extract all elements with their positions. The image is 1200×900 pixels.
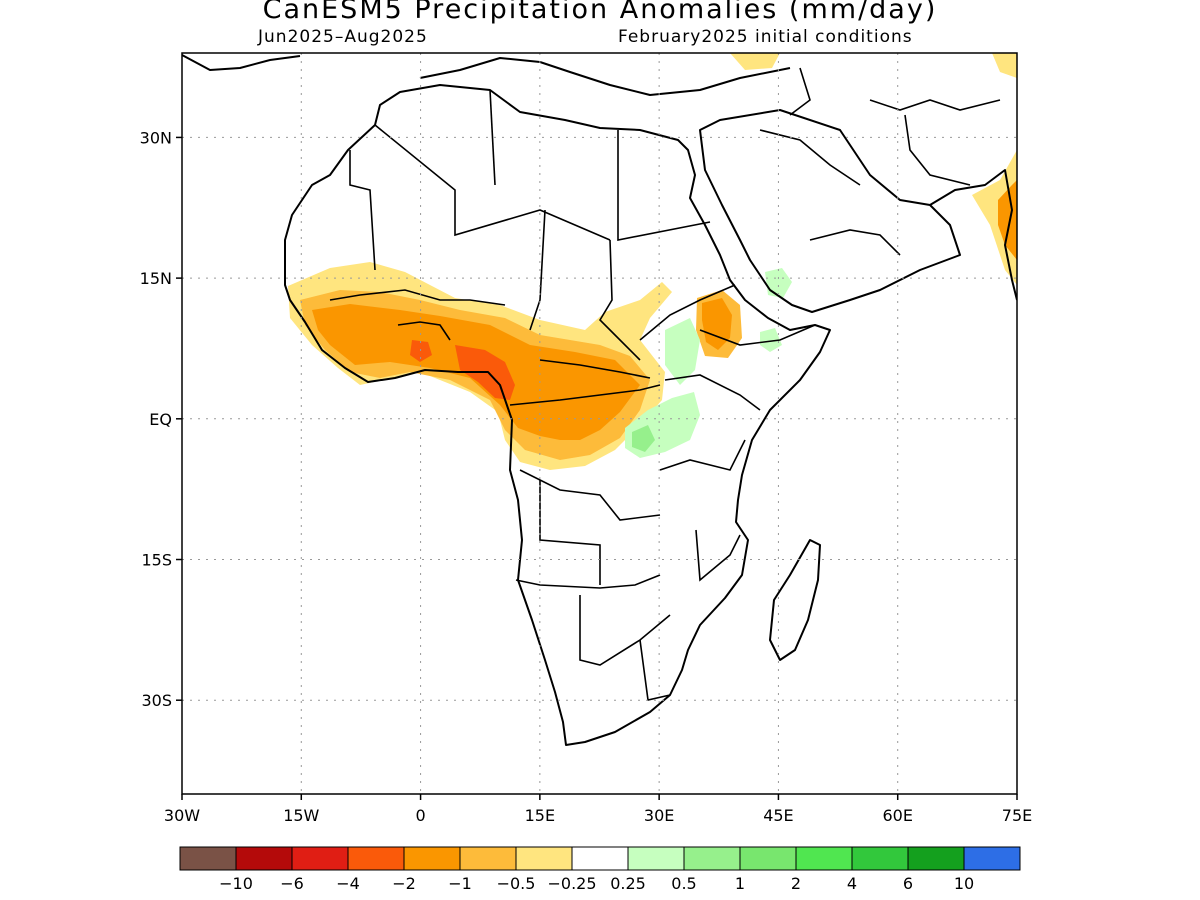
country-borders	[329, 67, 1001, 701]
lat-lon-gridlines	[181, 53, 1018, 794]
y-tick-label: 30S	[141, 691, 172, 710]
colorbar-swatch	[403, 846, 461, 871]
border-segment	[639, 284, 736, 341]
border-segment	[529, 209, 546, 331]
y-tick-label: 15S	[141, 551, 172, 570]
map-title: CanESM5 Precipitation Anomalies (mm/day)	[262, 0, 938, 25]
y-tick-label: 30N	[140, 128, 172, 147]
colorbar-swatch	[179, 846, 237, 871]
anomaly-shading	[288, 53, 1017, 470]
border-segment	[489, 89, 496, 186]
colorbar-swatch	[963, 846, 1021, 871]
colorbar-label: 1	[735, 874, 745, 893]
border-segment	[519, 469, 661, 521]
border-segment	[509, 384, 661, 406]
y-tick-label: 15N	[140, 269, 172, 288]
border-segment	[539, 359, 651, 379]
border-segment	[349, 150, 376, 271]
iberia-coastline	[182, 54, 301, 71]
colorbar-label: 0.5	[671, 874, 696, 893]
border-segment	[515, 574, 661, 589]
colorbar-label: −2	[392, 874, 416, 893]
border-segment	[809, 229, 901, 256]
colorbar-label: 10	[954, 874, 974, 893]
anomaly-sudan-wet	[665, 318, 700, 385]
longitude-axis: 30W 15W 0 15E 30E 45E 60E 75E	[164, 794, 1032, 825]
map-frame	[181, 52, 1018, 795]
colorbar-swatch	[795, 846, 853, 871]
colorbar-swatch	[235, 846, 293, 871]
anomaly-lakes-wet-core	[632, 425, 655, 452]
colorbar-swatch	[907, 846, 965, 871]
x-tick-label: 30W	[164, 806, 200, 825]
anomaly-india-strong	[998, 180, 1017, 260]
border-segment	[598, 239, 641, 361]
border-segment	[617, 130, 711, 241]
x-tick-label: 15W	[283, 806, 319, 825]
colorbar-label: −4	[336, 874, 360, 893]
colorbar-label: −0.5	[497, 874, 536, 893]
border-segment	[695, 529, 741, 582]
colorbar-label: 0.25	[610, 874, 646, 893]
colorbar-label: 4	[847, 874, 857, 893]
initial-conditions: February2025 initial conditions	[618, 27, 913, 47]
border-segment	[374, 124, 611, 241]
border-segment	[397, 321, 451, 341]
forecast-period: Jun2025–Aug2025	[258, 27, 428, 47]
x-tick-label: 45E	[763, 806, 793, 825]
border-segment	[329, 289, 506, 306]
mediterranean-north-coast	[419, 57, 791, 96]
colorbar-label: −1	[448, 874, 472, 893]
border-segment	[579, 595, 671, 666]
x-tick-label: 15E	[525, 806, 555, 825]
colorbar-swatch	[347, 846, 405, 871]
colorbar-swatch	[851, 846, 909, 871]
colorbar-swatch	[739, 846, 797, 871]
arabia-coastline	[699, 109, 961, 313]
africa-coastline	[284, 84, 831, 746]
border-segment	[664, 374, 761, 411]
border-segment	[699, 324, 816, 346]
colorbar-swatch	[571, 846, 629, 871]
x-tick-label: 60E	[882, 806, 912, 825]
colorbar: −10 −6 −4 −2 −1 −0.5 −0.25 0.25 0.5 1 2 4 6 10	[179, 846, 1021, 893]
colorbar-label: 6	[903, 874, 913, 893]
border-segment	[759, 129, 861, 186]
anomaly-ghana-core	[410, 340, 432, 362]
colorbar-label: 2	[791, 874, 801, 893]
colorbar-label: −10	[219, 874, 253, 893]
border-segment	[904, 114, 971, 186]
asia-coastline	[929, 169, 1017, 301]
madagascar-coastline	[769, 539, 821, 661]
colorbar-label: −0.25	[547, 874, 596, 893]
border-segment	[789, 67, 811, 116]
x-tick-label: 0	[415, 806, 425, 825]
x-tick-label: 75E	[1002, 806, 1032, 825]
colorbar-swatch	[627, 846, 685, 871]
colorbar-swatch	[515, 846, 573, 871]
colorbar-swatch	[459, 846, 517, 871]
border-segment	[659, 439, 746, 471]
border-segment	[869, 99, 1001, 111]
anomaly-arabia-north	[730, 53, 780, 70]
anomaly-ethiopia-strong	[702, 298, 732, 350]
y-tick-label: EQ	[149, 410, 172, 429]
border-segment	[639, 639, 671, 701]
colorbar-swatch	[291, 846, 349, 871]
colorbar-swatch	[683, 846, 741, 871]
border-segment	[539, 480, 601, 585]
x-tick-label: 30E	[644, 806, 674, 825]
anomaly-northeast-corner	[992, 53, 1017, 78]
latitude-axis: 30N 15N EQ 15S 30S	[140, 128, 182, 710]
colorbar-label: −6	[280, 874, 304, 893]
anomaly-horn-wet	[760, 328, 782, 352]
coastlines	[182, 54, 1017, 746]
